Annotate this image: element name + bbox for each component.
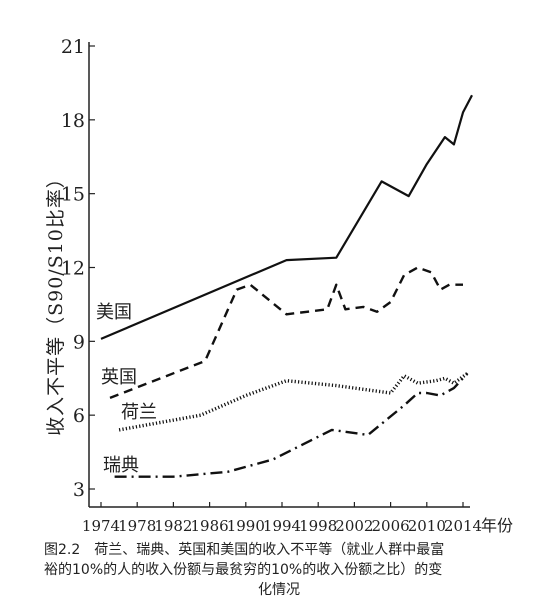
series-line-2 [118,371,469,432]
series-label-3: 瑞典 [103,455,139,476]
caption-line-1: 图2.2 荷兰、瑞典、英国和美国的收入不平等（就业人群中最富 [44,542,445,558]
y-tick-label: 9 [73,331,85,353]
x-tick-label: 1974 [82,517,120,535]
y-tick-label: 12 [61,258,85,280]
y-axis-ticks: 3 6 9 12 15 18 21 [61,36,95,501]
x-tick-label: 1978 [118,517,156,535]
series-line-0 [100,94,473,340]
y-axis-label: 收入不平等（S90/S10比率） [45,168,67,436]
series-line-3 [114,372,469,478]
x-tick-label: 1990 [227,517,265,535]
y-tick-label: 6 [73,405,85,427]
y-tick-label: 18 [61,110,85,132]
x-axis-ticks: 1974197819821986199019941998200220062010… [82,502,513,535]
caption-line-2: 裕的10%的人的收入份额与最贫穷的10%的收入份额之比）的变 [44,562,443,578]
y-tick-label: 15 [61,184,85,206]
figure-caption: 图2.2 荷兰、瑞典、英国和美国的收入不平等（就业人群中最富 裕的10%的人的收… [44,540,514,600]
x-tick-label: 2006 [372,517,410,535]
axes [88,42,470,508]
series-label-2: 荷兰 [121,402,157,423]
series-label-1: 英国 [101,367,137,388]
series-line-1 [109,266,463,400]
x-tick-label: 1998 [299,517,337,535]
caption-line-3: 化情况 [258,582,300,598]
x-axis-label: 年份 [481,516,513,535]
series-label-0: 美国 [96,302,132,323]
x-tick-label: 1986 [191,517,229,535]
x-tick-label: 2010 [408,517,446,535]
x-tick-label: 1982 [154,517,192,535]
x-tick-label: 2002 [335,517,373,535]
series-lines [100,94,473,478]
x-tick-label: 1994 [263,517,301,535]
x-tick-label: 2014 [444,517,482,535]
y-tick-label: 21 [61,36,85,58]
income-inequality-chart: 3 6 9 12 15 18 21 1974197819821986199019941998… [45,36,513,535]
y-tick-label: 3 [73,479,85,501]
